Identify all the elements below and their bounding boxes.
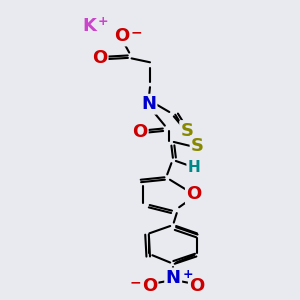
Text: +: + — [98, 15, 109, 28]
Text: O: O — [114, 27, 129, 45]
Text: S: S — [191, 136, 204, 154]
Text: −: − — [130, 25, 142, 39]
Text: N: N — [166, 269, 181, 287]
Text: −: − — [129, 275, 141, 289]
Text: O: O — [132, 123, 147, 141]
Text: K: K — [82, 17, 96, 35]
Text: O: O — [92, 49, 107, 67]
Text: O: O — [189, 277, 205, 295]
Text: S: S — [181, 122, 194, 140]
Text: O: O — [186, 185, 202, 203]
Text: N: N — [141, 95, 156, 113]
Text: +: + — [182, 268, 193, 281]
Text: H: H — [188, 160, 200, 175]
Text: O: O — [142, 277, 157, 295]
